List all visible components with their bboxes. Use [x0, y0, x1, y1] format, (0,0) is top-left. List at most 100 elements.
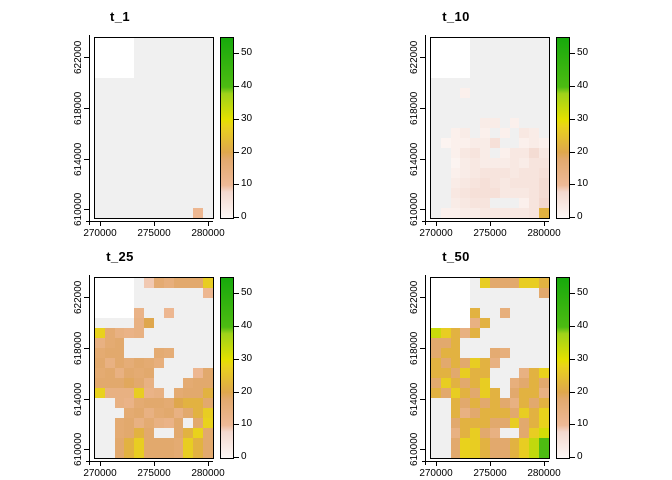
y-axis-tick-label: 618000 [409, 331, 420, 365]
heatmap-cell [124, 198, 135, 208]
heatmap-cell [124, 318, 135, 328]
heatmap-cell [114, 128, 125, 138]
heatmap-cell [460, 68, 471, 78]
heatmap-cell [183, 338, 194, 348]
heatmap-cell [104, 78, 115, 88]
heatmap-cell [95, 308, 105, 318]
x-axis-tick-label: 275000 [473, 468, 507, 479]
heatmap-cell [489, 108, 500, 118]
heatmap-cell [114, 348, 125, 358]
heatmap-cell [173, 178, 184, 188]
heatmap-cell [529, 148, 540, 158]
heatmap-cell [470, 98, 481, 108]
heatmap-cell [529, 278, 540, 288]
heatmap-cell [440, 308, 451, 318]
heatmap-cell [153, 448, 164, 458]
heatmap-cell [519, 48, 530, 58]
color-legend-tick [570, 392, 575, 393]
heatmap-cell [499, 78, 510, 88]
heatmap-cell [203, 388, 213, 398]
heatmap-cell [114, 178, 125, 188]
heatmap-cell [153, 318, 164, 328]
heatmap-cell [134, 278, 145, 288]
heatmap-cell [489, 58, 500, 68]
heatmap-cell [480, 388, 490, 398]
heatmap-cell [95, 338, 105, 348]
heatmap-cell [539, 108, 549, 118]
heatmap-cell [163, 198, 174, 208]
heatmap-cell [470, 358, 481, 368]
heatmap-cell [134, 408, 145, 418]
y-axis-tick-label: 610000 [409, 432, 420, 466]
heatmap-cell [440, 38, 451, 48]
heatmap-cell [440, 328, 451, 338]
heatmap-cell [173, 358, 184, 368]
heatmap-cell [539, 38, 549, 48]
heatmap-cell [193, 298, 204, 308]
y-axis-tick [420, 348, 425, 349]
heatmap-cell [173, 78, 184, 88]
heatmap-cell [450, 328, 461, 338]
heatmap-cell [529, 68, 540, 78]
heatmap-cell [144, 298, 154, 308]
heatmap-cell [470, 38, 481, 48]
heatmap-cell [519, 38, 530, 48]
heatmap-cell [489, 168, 500, 178]
heatmap-cell [519, 428, 530, 438]
heatmap-grid [431, 278, 549, 458]
heatmap-cell [163, 178, 174, 188]
heatmap-cell [95, 358, 105, 368]
heatmap-cell [509, 88, 520, 98]
heatmap-cell [104, 418, 115, 428]
heatmap-cell [499, 108, 510, 118]
heatmap-cell [114, 388, 125, 398]
color-legend-label: 20 [241, 386, 253, 397]
color-legend-label: 20 [577, 146, 589, 157]
heatmap-cell [163, 368, 174, 378]
heatmap-cell [134, 308, 145, 318]
heatmap-cell [440, 448, 451, 458]
heatmap-cell [529, 288, 540, 298]
heatmap-cell [134, 48, 145, 58]
heatmap-cell [173, 328, 184, 338]
heatmap-cell [470, 318, 481, 328]
color-legend-label: 30 [577, 113, 589, 124]
heatmap-cell [431, 288, 441, 298]
heatmap-grid [431, 38, 549, 218]
heatmap-cell [440, 158, 451, 168]
panel-title: t_50 [442, 249, 470, 264]
heatmap-cell [95, 318, 105, 328]
heatmap-cell [450, 148, 461, 158]
heatmap-cell [470, 68, 481, 78]
heatmap-cell [539, 338, 549, 348]
heatmap-cell [431, 148, 441, 158]
color-legend [556, 37, 570, 219]
heatmap-cell [440, 398, 451, 408]
heatmap-cell [519, 368, 530, 378]
heatmap-cell [163, 288, 174, 298]
heatmap-cell [163, 378, 174, 388]
heatmap-cell [499, 48, 510, 58]
heatmap-cell [431, 358, 441, 368]
heatmap-cell [163, 188, 174, 198]
heatmap-cell [163, 118, 174, 128]
heatmap-cell [163, 318, 174, 328]
heatmap-cell [499, 308, 510, 318]
heatmap-cell [183, 418, 194, 428]
heatmap-cell [193, 188, 204, 198]
heatmap-cell [203, 108, 213, 118]
heatmap-cell [203, 198, 213, 208]
color-legend-label: 30 [241, 113, 253, 124]
y-axis-tick [84, 159, 89, 160]
x-axis-tick-label: 275000 [137, 468, 171, 479]
heatmap-cell [153, 178, 164, 188]
heatmap-cell [114, 78, 125, 88]
heatmap-cell [163, 148, 174, 158]
heatmap-cell [104, 278, 115, 288]
heatmap-cell [95, 428, 105, 438]
heatmap-cell [193, 208, 204, 218]
heatmap-cell [470, 348, 481, 358]
heatmap-cell [450, 58, 461, 68]
color-legend-tick [234, 392, 239, 393]
heatmap-cell [153, 118, 164, 128]
